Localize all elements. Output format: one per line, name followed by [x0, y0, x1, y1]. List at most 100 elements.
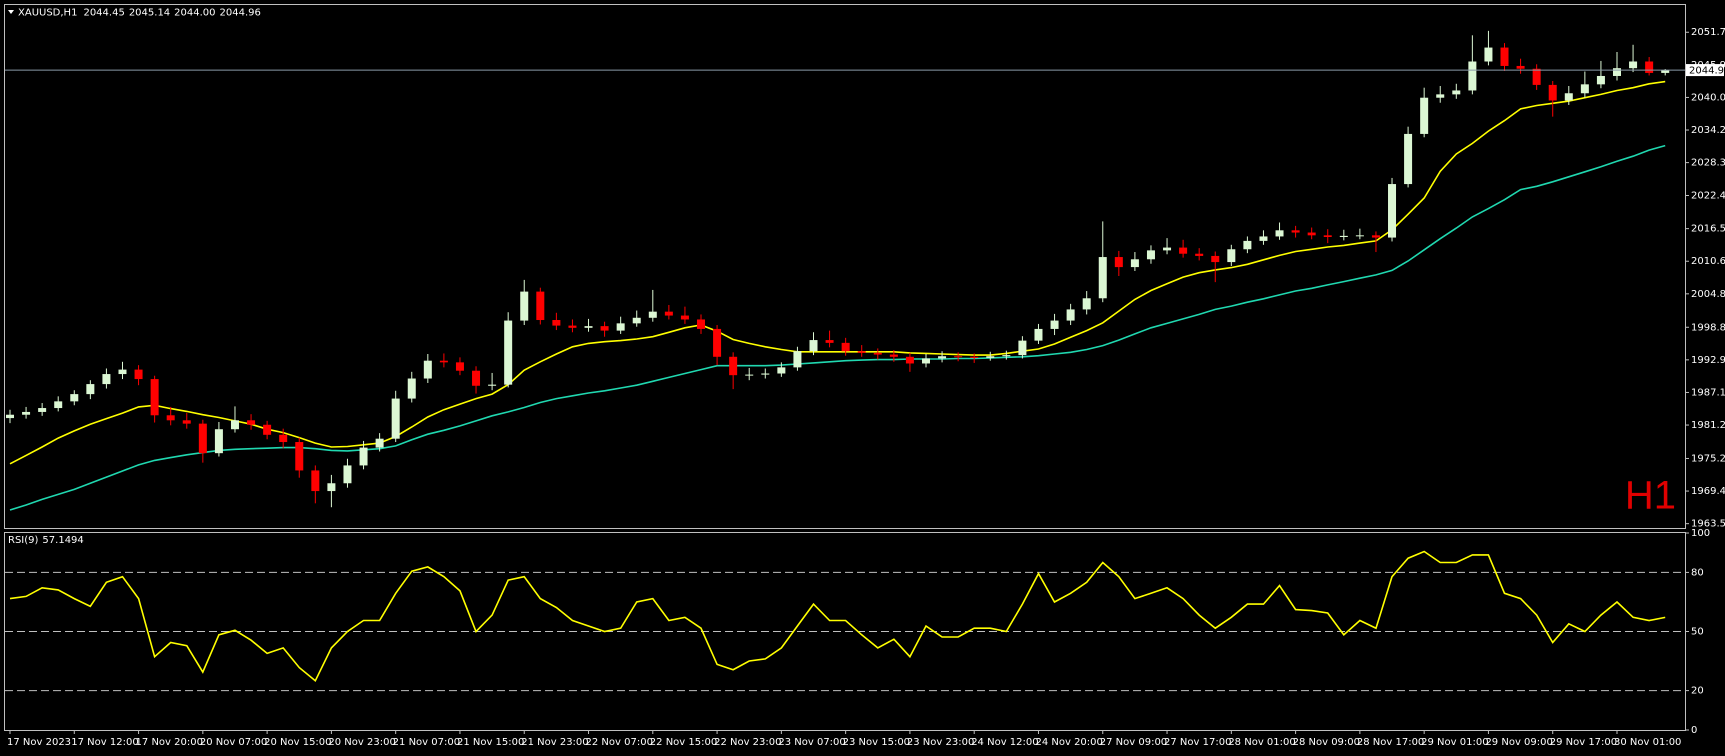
candle-body — [38, 408, 47, 412]
rsi-name: RSI(9) — [8, 535, 39, 546]
candle-body — [1371, 235, 1380, 238]
y-tick-label: 1981.25 — [1691, 420, 1725, 431]
candle-body — [568, 325, 577, 328]
candle-body — [1195, 253, 1204, 256]
candle-body — [761, 373, 770, 375]
candle-body — [841, 342, 850, 352]
candle-body — [182, 420, 191, 424]
candle-body — [680, 315, 689, 320]
candle-body — [938, 356, 947, 359]
candle-body — [1661, 70, 1670, 73]
candle-body — [584, 326, 593, 328]
candle-body — [1066, 309, 1075, 321]
candle-body — [1179, 247, 1188, 254]
x-tick-label: 22 Nov 23:00 — [714, 737, 781, 748]
candle-body — [857, 351, 866, 353]
candle-body — [1516, 65, 1525, 69]
y-tick-label: 2016.50 — [1691, 224, 1725, 235]
candle-body — [150, 379, 159, 416]
x-tick-label: 20 Nov 15:00 — [264, 737, 331, 748]
candle-body — [793, 351, 802, 368]
candle-body — [504, 320, 513, 385]
candle-body — [1629, 61, 1638, 69]
collapse-arrow[interactable] — [8, 10, 14, 14]
rsi-value: 57.1494 — [42, 535, 83, 546]
candle-body — [1227, 249, 1236, 263]
candle-body — [1034, 328, 1043, 341]
candle-body — [1002, 355, 1011, 357]
candle-body — [536, 291, 545, 321]
x-tick-label: 29 Nov 09:00 — [1485, 737, 1552, 748]
candle-body — [198, 423, 207, 454]
y-tick-label: 20 — [1691, 686, 1704, 697]
candle-body — [1163, 247, 1172, 251]
candle-body — [1404, 133, 1413, 185]
candle-body — [777, 367, 786, 374]
x-tick-label: 28 Nov 17:00 — [1357, 737, 1424, 748]
candle-body — [327, 483, 336, 492]
candle-body — [134, 369, 143, 380]
high: 2045.14 — [129, 8, 170, 19]
candle-body — [1580, 84, 1589, 94]
candle-body — [1500, 47, 1509, 66]
x-tick-label: 28 Nov 09:00 — [1293, 737, 1360, 748]
candle-body — [1645, 61, 1654, 73]
x-tick-label: 21 Nov 07:00 — [393, 737, 460, 748]
candle-body — [520, 291, 529, 321]
open: 2044.45 — [83, 8, 124, 19]
x-tick-label: 23 Nov 23:00 — [907, 737, 974, 748]
axes: 1963.55 1969.40 1975.25 1981.25 1987.10 1992.… — [7, 27, 1725, 748]
candle-body — [1468, 61, 1477, 91]
candle-body — [488, 384, 497, 386]
candle-body — [1307, 232, 1316, 236]
x-tick-label: 22 Nov 15:00 — [650, 737, 717, 748]
symbol-header: XAUUSD,H1 2044.45 2045.14 2044.00 2044.96 — [18, 8, 261, 19]
candle-body — [954, 356, 963, 358]
candle-body — [70, 394, 79, 402]
y-tick-label: 80 — [1691, 567, 1704, 578]
y-tick-label: 2028.35 — [1691, 158, 1725, 169]
candle-body — [423, 360, 432, 379]
candle-body — [230, 420, 239, 430]
candle-body — [166, 415, 175, 421]
low: 2044.00 — [174, 8, 215, 19]
candle-body — [1243, 240, 1252, 250]
x-tick-label: 20 Nov 07:00 — [200, 737, 267, 748]
last-price-box — [1686, 64, 1724, 77]
candle-body — [118, 369, 127, 375]
candle-body — [54, 401, 63, 409]
candle-body — [1436, 94, 1445, 98]
indicator-line — [9, 550, 1666, 683]
candle-body — [472, 370, 481, 386]
x-tick-label: 21 Nov 23:00 — [521, 737, 588, 748]
x-tick-label: 17 Nov 2023 — [7, 737, 71, 748]
x-tick-label: 24 Nov 20:00 — [1035, 737, 1102, 748]
candle-body — [295, 442, 304, 471]
candle-body — [600, 326, 609, 331]
timeframe-label: H1 — [1625, 474, 1676, 518]
candle-body — [86, 384, 95, 395]
x-tick-label: 22 Nov 07:00 — [586, 737, 653, 748]
candle-body — [921, 358, 930, 364]
candle-body — [1484, 47, 1493, 62]
candle-body — [632, 317, 641, 324]
y-tick-label: 2010.65 — [1691, 256, 1725, 267]
candle-body — [1082, 298, 1091, 310]
candle-body — [391, 398, 400, 439]
y-tick-label: 1969.40 — [1691, 486, 1725, 497]
x-tick-label: 30 Nov 01:00 — [1614, 737, 1681, 748]
candle-body — [247, 420, 256, 425]
candle-body — [1339, 235, 1348, 237]
candle-body — [809, 340, 818, 352]
x-tick-label: 17 Nov 20:00 — [136, 737, 203, 748]
candle-body — [697, 319, 706, 329]
candle-body — [1130, 259, 1139, 268]
rsi-header: RSI(9) 57.1494 — [8, 535, 84, 546]
candle-body — [279, 434, 288, 443]
x-tick-label: 28 Nov 01:00 — [1228, 737, 1295, 748]
candle-body — [214, 429, 223, 454]
y-tick-label: 100 — [1691, 528, 1710, 539]
candle-body — [359, 447, 368, 466]
x-tick-label: 27 Nov 17:00 — [1164, 737, 1231, 748]
